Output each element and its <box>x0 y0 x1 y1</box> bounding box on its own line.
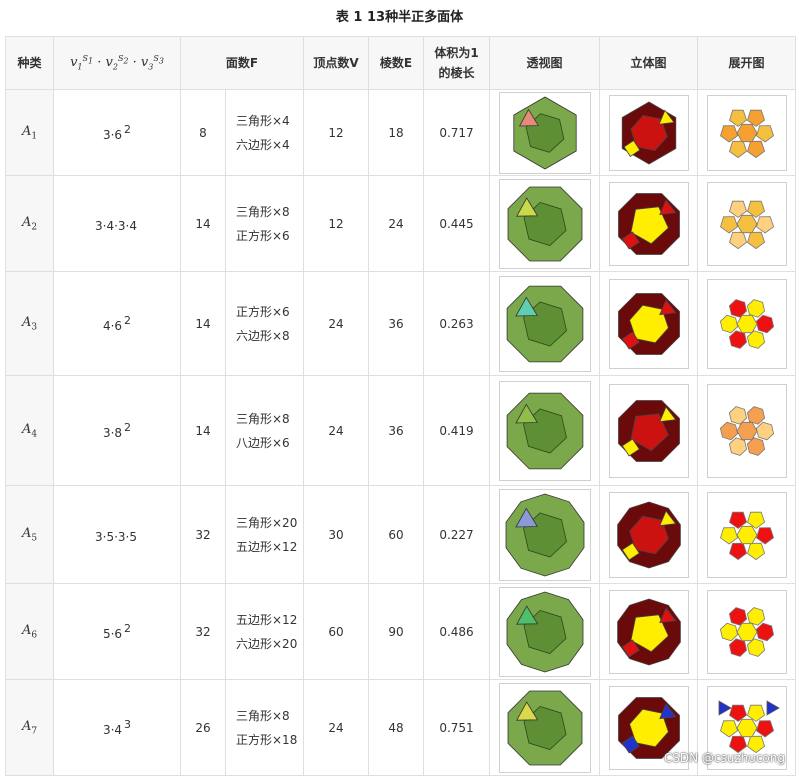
header-edges: 棱数E <box>368 36 425 90</box>
vertices-cell: 24 <box>303 271 370 376</box>
solid-image <box>599 583 699 680</box>
net-image <box>697 271 797 376</box>
vertex-config-cell: 3·6 2 <box>53 89 181 176</box>
polyhedra-table: 种类 v1S1 · v2S2 · v3S3 面数F 顶点数V 棱数E 体积为1 … <box>5 36 797 776</box>
solid-image <box>599 375 699 486</box>
faces-total-cell: 8 <box>180 89 226 176</box>
solid-image <box>599 679 699 776</box>
perspective-image <box>489 485 601 584</box>
edges-cell: 60 <box>368 485 425 584</box>
header-solid: 立体图 <box>599 36 699 90</box>
solid-image <box>599 89 699 176</box>
solid-image <box>599 271 699 376</box>
header-edge-length: 体积为1 的棱长 <box>423 36 491 90</box>
vertex-config-cell: 3·8 2 <box>53 375 181 486</box>
perspective-image <box>489 175 601 272</box>
net-image <box>697 485 797 584</box>
header-kind: 种类 <box>5 36 54 90</box>
faces-total-cell: 14 <box>180 175 226 272</box>
face-types-cell: 三角形×8 正方形×18 <box>224 679 305 776</box>
net-image <box>697 89 797 176</box>
vertex-config-cell: 3·4 3 <box>53 679 181 776</box>
edges-cell: 24 <box>368 175 425 272</box>
edges-cell: 48 <box>368 679 425 776</box>
edge-length-cell: 0.263 <box>423 271 491 376</box>
net-image <box>697 583 797 680</box>
vertices-cell: 60 <box>303 583 370 680</box>
kind-cell: A5 <box>5 485 54 584</box>
perspective-image <box>489 375 601 486</box>
table-row: A2 3·4·3·4 14 三角形×8 正方形×6 12 24 0.445 <box>5 175 797 272</box>
header-net: 展开图 <box>697 36 797 90</box>
table-row: A1 3·6 2 8 三角形×4 六边形×4 12 18 0.717 <box>5 89 797 176</box>
face-types-cell: 三角形×8 八边形×6 <box>224 375 305 486</box>
watermark: CSDN @csuzhucong <box>663 751 785 765</box>
edges-cell: 36 <box>368 271 425 376</box>
header-vertices: 顶点数V <box>303 36 370 90</box>
face-types-cell: 五边形×12 六边形×20 <box>224 583 305 680</box>
vertex-config-cell: 4·6 2 <box>53 271 181 376</box>
net-image <box>697 175 797 272</box>
edges-cell: 90 <box>368 583 425 680</box>
kind-cell: A2 <box>5 175 54 272</box>
table-row: A4 3·8 2 14 三角形×8 八边形×6 24 36 0.419 <box>5 375 797 486</box>
table-row: A5 3·5·3·5 32 三角形×20 五边形×12 30 60 0.227 <box>5 485 797 584</box>
faces-total-cell: 14 <box>180 271 226 376</box>
header-perspective: 透视图 <box>489 36 601 90</box>
vertex-config-cell: 3·4·3·4 <box>53 175 181 272</box>
table-caption: 表 1 13种半正多面体 <box>335 10 464 25</box>
header-vertex-config: v1S1 · v2S2 · v3S3 <box>53 36 181 90</box>
faces-total-cell: 32 <box>180 583 226 680</box>
vertices-cell: 24 <box>303 375 370 486</box>
vertices-cell: 12 <box>303 89 370 176</box>
perspective-image <box>489 271 601 376</box>
kind-cell: A4 <box>5 375 54 486</box>
edge-length-cell: 0.227 <box>423 485 491 584</box>
kind-cell: A7 <box>5 679 54 776</box>
vertex-config-cell: 5·6 2 <box>53 583 181 680</box>
table-row: A3 4·6 2 14 正方形×6 六边形×8 24 36 0.263 <box>5 271 797 376</box>
face-types-cell: 正方形×6 六边形×8 <box>224 271 305 376</box>
faces-total-cell: 14 <box>180 375 226 486</box>
vertex-config-cell: 3·5·3·5 <box>53 485 181 584</box>
vertices-cell: 30 <box>303 485 370 584</box>
faces-total-cell: 26 <box>180 679 226 776</box>
table-row: A6 5·6 2 32 五边形×12 六边形×20 60 90 0.486 <box>5 583 797 680</box>
face-types-cell: 三角形×8 正方形×6 <box>224 175 305 272</box>
perspective-image <box>489 89 601 176</box>
edge-length-cell: 0.419 <box>423 375 491 486</box>
perspective-image <box>489 679 601 776</box>
net-image <box>697 679 797 776</box>
kind-cell: A3 <box>5 271 54 376</box>
vertices-cell: 24 <box>303 679 370 776</box>
vertices-cell: 12 <box>303 175 370 272</box>
perspective-image <box>489 583 601 680</box>
kind-cell: A6 <box>5 583 54 680</box>
net-image <box>697 375 797 486</box>
faces-total-cell: 32 <box>180 485 226 584</box>
edges-cell: 18 <box>368 89 425 176</box>
header-faces: 面数F <box>179 36 305 90</box>
header-row: 种类 v1S1 · v2S2 · v3S3 面数F 顶点数V 棱数E 体积为1 … <box>5 36 797 90</box>
edge-length-cell: 0.751 <box>423 679 491 776</box>
edge-length-cell: 0.445 <box>423 175 491 272</box>
solid-image <box>599 175 699 272</box>
kind-cell: A1 <box>5 89 54 176</box>
edge-length-cell: 0.486 <box>423 583 491 680</box>
table-row: A7 3·4 3 26 三角形×8 正方形×18 24 48 0.751 <box>5 679 797 776</box>
solid-image <box>599 485 699 584</box>
face-types-cell: 三角形×20 五边形×12 <box>224 485 305 584</box>
edges-cell: 36 <box>368 375 425 486</box>
face-types-cell: 三角形×4 六边形×4 <box>224 89 305 176</box>
edge-length-cell: 0.717 <box>423 89 491 176</box>
